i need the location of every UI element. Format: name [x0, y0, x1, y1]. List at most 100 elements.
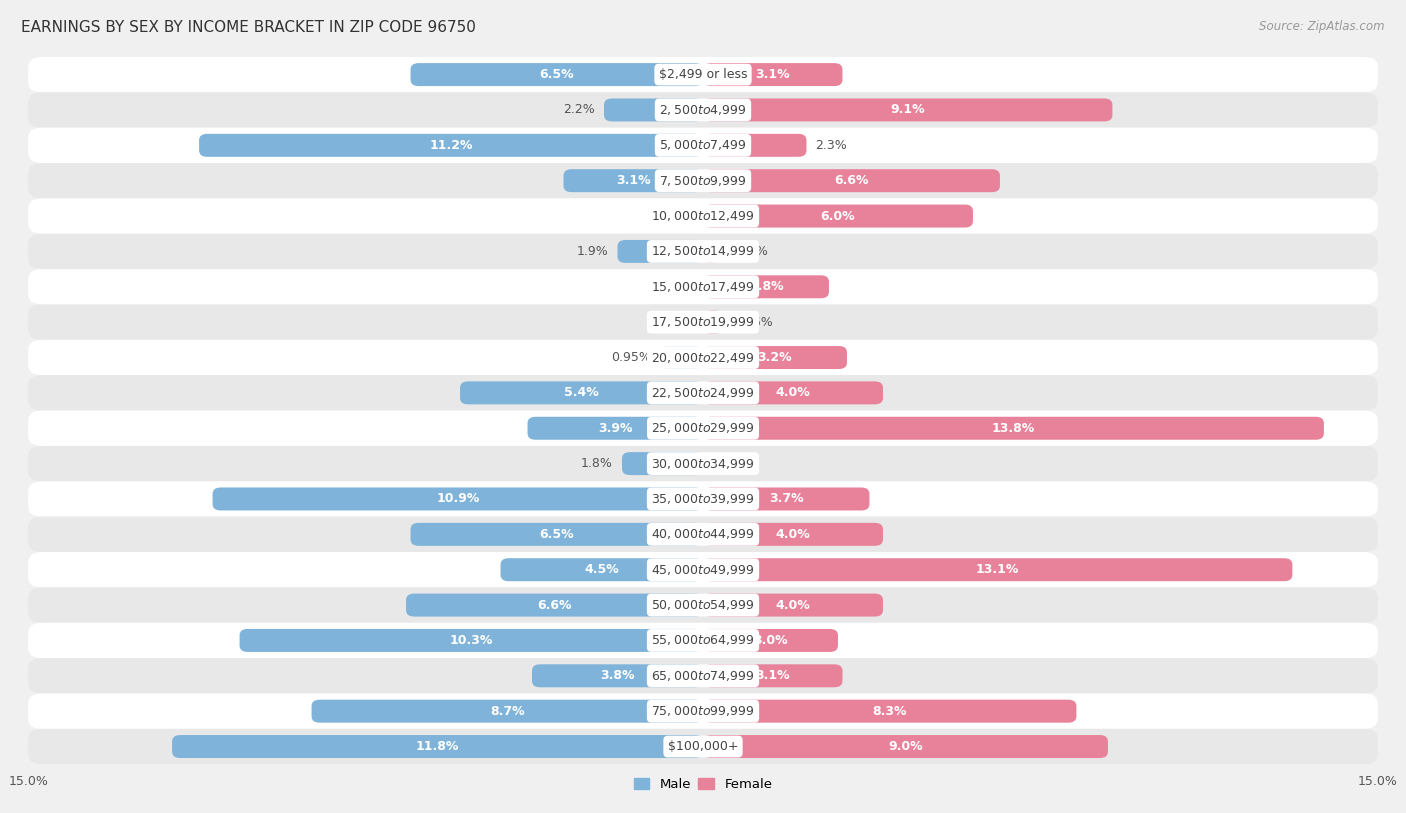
- Text: $100,000+: $100,000+: [668, 740, 738, 753]
- Text: 6.0%: 6.0%: [821, 210, 855, 223]
- FancyBboxPatch shape: [703, 346, 846, 369]
- Text: 0.35%: 0.35%: [728, 245, 768, 258]
- Text: EARNINGS BY SEX BY INCOME BRACKET IN ZIP CODE 96750: EARNINGS BY SEX BY INCOME BRACKET IN ZIP…: [21, 20, 477, 35]
- Text: 0.0%: 0.0%: [711, 457, 744, 470]
- FancyBboxPatch shape: [605, 98, 703, 121]
- FancyBboxPatch shape: [703, 98, 1112, 121]
- FancyBboxPatch shape: [703, 240, 718, 263]
- FancyBboxPatch shape: [661, 346, 703, 369]
- FancyBboxPatch shape: [703, 700, 1077, 723]
- Text: $35,000 to $39,999: $35,000 to $39,999: [651, 492, 755, 506]
- Text: $45,000 to $49,999: $45,000 to $49,999: [651, 563, 755, 576]
- Text: 2.2%: 2.2%: [564, 103, 595, 116]
- Text: $15,000 to $17,499: $15,000 to $17,499: [651, 280, 755, 293]
- Legend: Male, Female: Male, Female: [628, 773, 778, 797]
- Text: $17,500 to $19,999: $17,500 to $19,999: [651, 315, 755, 329]
- Text: $75,000 to $99,999: $75,000 to $99,999: [651, 704, 755, 718]
- FancyBboxPatch shape: [239, 629, 703, 652]
- FancyBboxPatch shape: [28, 623, 1378, 659]
- FancyBboxPatch shape: [460, 381, 703, 404]
- FancyBboxPatch shape: [703, 664, 842, 687]
- Text: 8.3%: 8.3%: [873, 705, 907, 718]
- Text: $5,000 to $7,499: $5,000 to $7,499: [659, 138, 747, 152]
- Text: $25,000 to $29,999: $25,000 to $29,999: [651, 421, 755, 435]
- Text: $22,500 to $24,999: $22,500 to $24,999: [651, 386, 755, 400]
- FancyBboxPatch shape: [28, 587, 1378, 623]
- Text: 10.3%: 10.3%: [450, 634, 494, 647]
- FancyBboxPatch shape: [703, 629, 838, 652]
- Text: 3.7%: 3.7%: [769, 493, 804, 506]
- FancyBboxPatch shape: [28, 57, 1378, 92]
- Text: 8.7%: 8.7%: [489, 705, 524, 718]
- Text: 0.0%: 0.0%: [662, 210, 695, 223]
- Text: 3.1%: 3.1%: [755, 68, 790, 81]
- Text: 2.8%: 2.8%: [748, 280, 783, 293]
- FancyBboxPatch shape: [28, 128, 1378, 163]
- FancyBboxPatch shape: [703, 169, 1000, 192]
- FancyBboxPatch shape: [703, 276, 830, 298]
- Text: 1.8%: 1.8%: [581, 457, 613, 470]
- FancyBboxPatch shape: [28, 198, 1378, 234]
- Text: $7,500 to $9,999: $7,500 to $9,999: [659, 174, 747, 188]
- FancyBboxPatch shape: [564, 169, 703, 192]
- Text: $12,500 to $14,999: $12,500 to $14,999: [651, 245, 755, 259]
- FancyBboxPatch shape: [28, 340, 1378, 375]
- Text: 4.0%: 4.0%: [776, 528, 810, 541]
- Text: 6.6%: 6.6%: [834, 174, 869, 187]
- FancyBboxPatch shape: [703, 735, 1108, 758]
- FancyBboxPatch shape: [28, 304, 1378, 340]
- FancyBboxPatch shape: [28, 234, 1378, 269]
- FancyBboxPatch shape: [406, 593, 703, 616]
- Text: 13.1%: 13.1%: [976, 563, 1019, 576]
- Text: $10,000 to $12,499: $10,000 to $12,499: [651, 209, 755, 223]
- FancyBboxPatch shape: [28, 411, 1378, 446]
- FancyBboxPatch shape: [703, 488, 869, 511]
- FancyBboxPatch shape: [28, 552, 1378, 587]
- Text: 9.0%: 9.0%: [889, 740, 922, 753]
- Text: 4.0%: 4.0%: [776, 598, 810, 611]
- Text: Source: ZipAtlas.com: Source: ZipAtlas.com: [1260, 20, 1385, 33]
- Text: 3.9%: 3.9%: [598, 422, 633, 435]
- FancyBboxPatch shape: [28, 517, 1378, 552]
- FancyBboxPatch shape: [703, 523, 883, 546]
- FancyBboxPatch shape: [703, 311, 724, 333]
- Text: $65,000 to $74,999: $65,000 to $74,999: [651, 669, 755, 683]
- FancyBboxPatch shape: [28, 163, 1378, 198]
- FancyBboxPatch shape: [28, 375, 1378, 411]
- Text: 4.5%: 4.5%: [585, 563, 619, 576]
- Text: $50,000 to $54,999: $50,000 to $54,999: [651, 598, 755, 612]
- Text: 0.95%: 0.95%: [612, 351, 651, 364]
- Text: 4.0%: 4.0%: [776, 386, 810, 399]
- FancyBboxPatch shape: [312, 700, 703, 723]
- FancyBboxPatch shape: [28, 659, 1378, 693]
- Text: 2.3%: 2.3%: [815, 139, 848, 152]
- FancyBboxPatch shape: [200, 134, 703, 157]
- FancyBboxPatch shape: [617, 240, 703, 263]
- FancyBboxPatch shape: [527, 417, 703, 440]
- Text: $2,499 or less: $2,499 or less: [659, 68, 747, 81]
- Text: $40,000 to $44,999: $40,000 to $44,999: [651, 528, 755, 541]
- Text: 10.9%: 10.9%: [436, 493, 479, 506]
- Text: 13.8%: 13.8%: [991, 422, 1035, 435]
- FancyBboxPatch shape: [703, 593, 883, 616]
- Text: $55,000 to $64,999: $55,000 to $64,999: [651, 633, 755, 647]
- FancyBboxPatch shape: [703, 381, 883, 404]
- Text: 3.2%: 3.2%: [758, 351, 793, 364]
- Text: 11.8%: 11.8%: [416, 740, 460, 753]
- FancyBboxPatch shape: [411, 63, 703, 86]
- Text: 5.4%: 5.4%: [564, 386, 599, 399]
- Text: 3.1%: 3.1%: [616, 174, 651, 187]
- Text: 0.0%: 0.0%: [662, 315, 695, 328]
- FancyBboxPatch shape: [621, 452, 703, 475]
- FancyBboxPatch shape: [172, 735, 703, 758]
- FancyBboxPatch shape: [411, 523, 703, 546]
- Text: 11.2%: 11.2%: [429, 139, 472, 152]
- FancyBboxPatch shape: [703, 134, 807, 157]
- FancyBboxPatch shape: [212, 488, 703, 511]
- FancyBboxPatch shape: [28, 269, 1378, 304]
- Text: 0.0%: 0.0%: [662, 280, 695, 293]
- FancyBboxPatch shape: [28, 693, 1378, 729]
- FancyBboxPatch shape: [28, 446, 1378, 481]
- Text: 6.5%: 6.5%: [540, 528, 574, 541]
- FancyBboxPatch shape: [501, 559, 703, 581]
